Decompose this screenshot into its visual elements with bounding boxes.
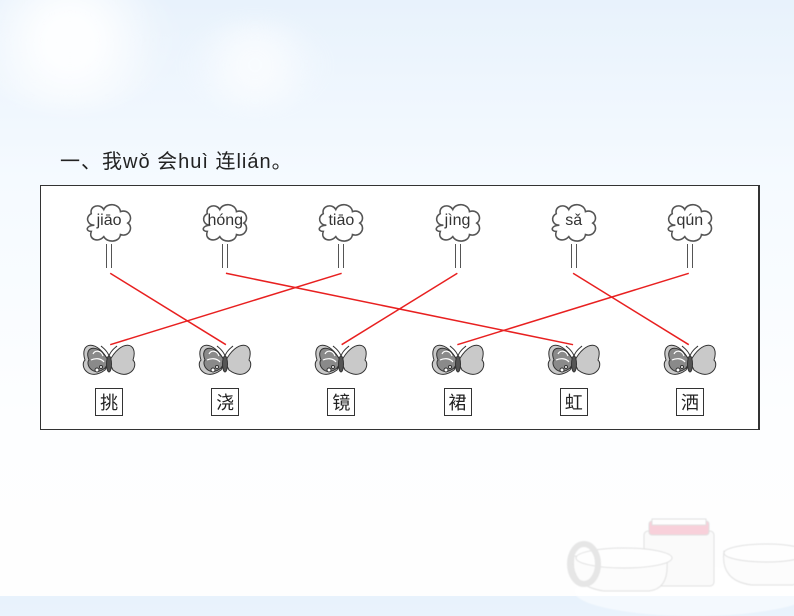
flower-head: sǎ — [534, 196, 614, 246]
pinyin-flower: jiāo — [59, 196, 159, 270]
character-box: 浇 — [211, 388, 239, 416]
flower-stem — [106, 244, 112, 268]
pinyin-label: sǎ — [565, 212, 582, 230]
cloud-decoration — [0, 0, 180, 110]
exercise-title: 一、我wǒ 会huì 连lián。 — [60, 145, 293, 174]
character-box: 裙 — [444, 388, 472, 416]
pinyin-flower: qún — [640, 196, 740, 270]
character-box: 挑 — [95, 388, 123, 416]
flower-head: jiāo — [69, 196, 149, 246]
character-butterfly: 裙 — [408, 336, 508, 416]
character-box: 虹 — [560, 388, 588, 416]
pinyin-label: hóng — [207, 212, 243, 230]
flower-stem — [222, 244, 228, 268]
character-butterfly: 虹 — [524, 336, 624, 416]
pinyin-flower: jìng — [408, 196, 508, 270]
character-box: 镜 — [327, 388, 355, 416]
characters-row: 挑 浇 镜 — [41, 336, 758, 416]
pinyin-flower: tiāo — [291, 196, 391, 270]
flower-stem — [687, 244, 693, 268]
flower-head: hóng — [185, 196, 265, 246]
corner-decoration — [514, 436, 794, 616]
character-box: 洒 — [676, 388, 704, 416]
flower-head: tiāo — [301, 196, 381, 246]
flower-head: qún — [650, 196, 730, 246]
flower-head: jìng — [418, 196, 498, 246]
pinyin-label: jìng — [445, 212, 471, 230]
character-butterfly: 洒 — [640, 336, 740, 416]
matching-diagram: jiāo hóng tiāo jì — [40, 185, 760, 430]
pinyin-flower: hóng — [175, 196, 275, 270]
character-butterfly: 浇 — [175, 336, 275, 416]
flower-stem — [338, 244, 344, 268]
character-butterfly: 镜 — [291, 336, 391, 416]
cloud-decoration — [180, 20, 330, 110]
pinyin-label: qún — [677, 212, 704, 230]
pinyin-label: tiāo — [328, 212, 354, 230]
flower-stem — [455, 244, 461, 268]
pinyin-flower: sǎ — [524, 196, 624, 270]
pinyin-label: jiāo — [97, 212, 122, 230]
character-butterfly: 挑 — [59, 336, 159, 416]
pinyin-row: jiāo hóng tiāo jì — [41, 196, 758, 270]
flower-stem — [571, 244, 577, 268]
